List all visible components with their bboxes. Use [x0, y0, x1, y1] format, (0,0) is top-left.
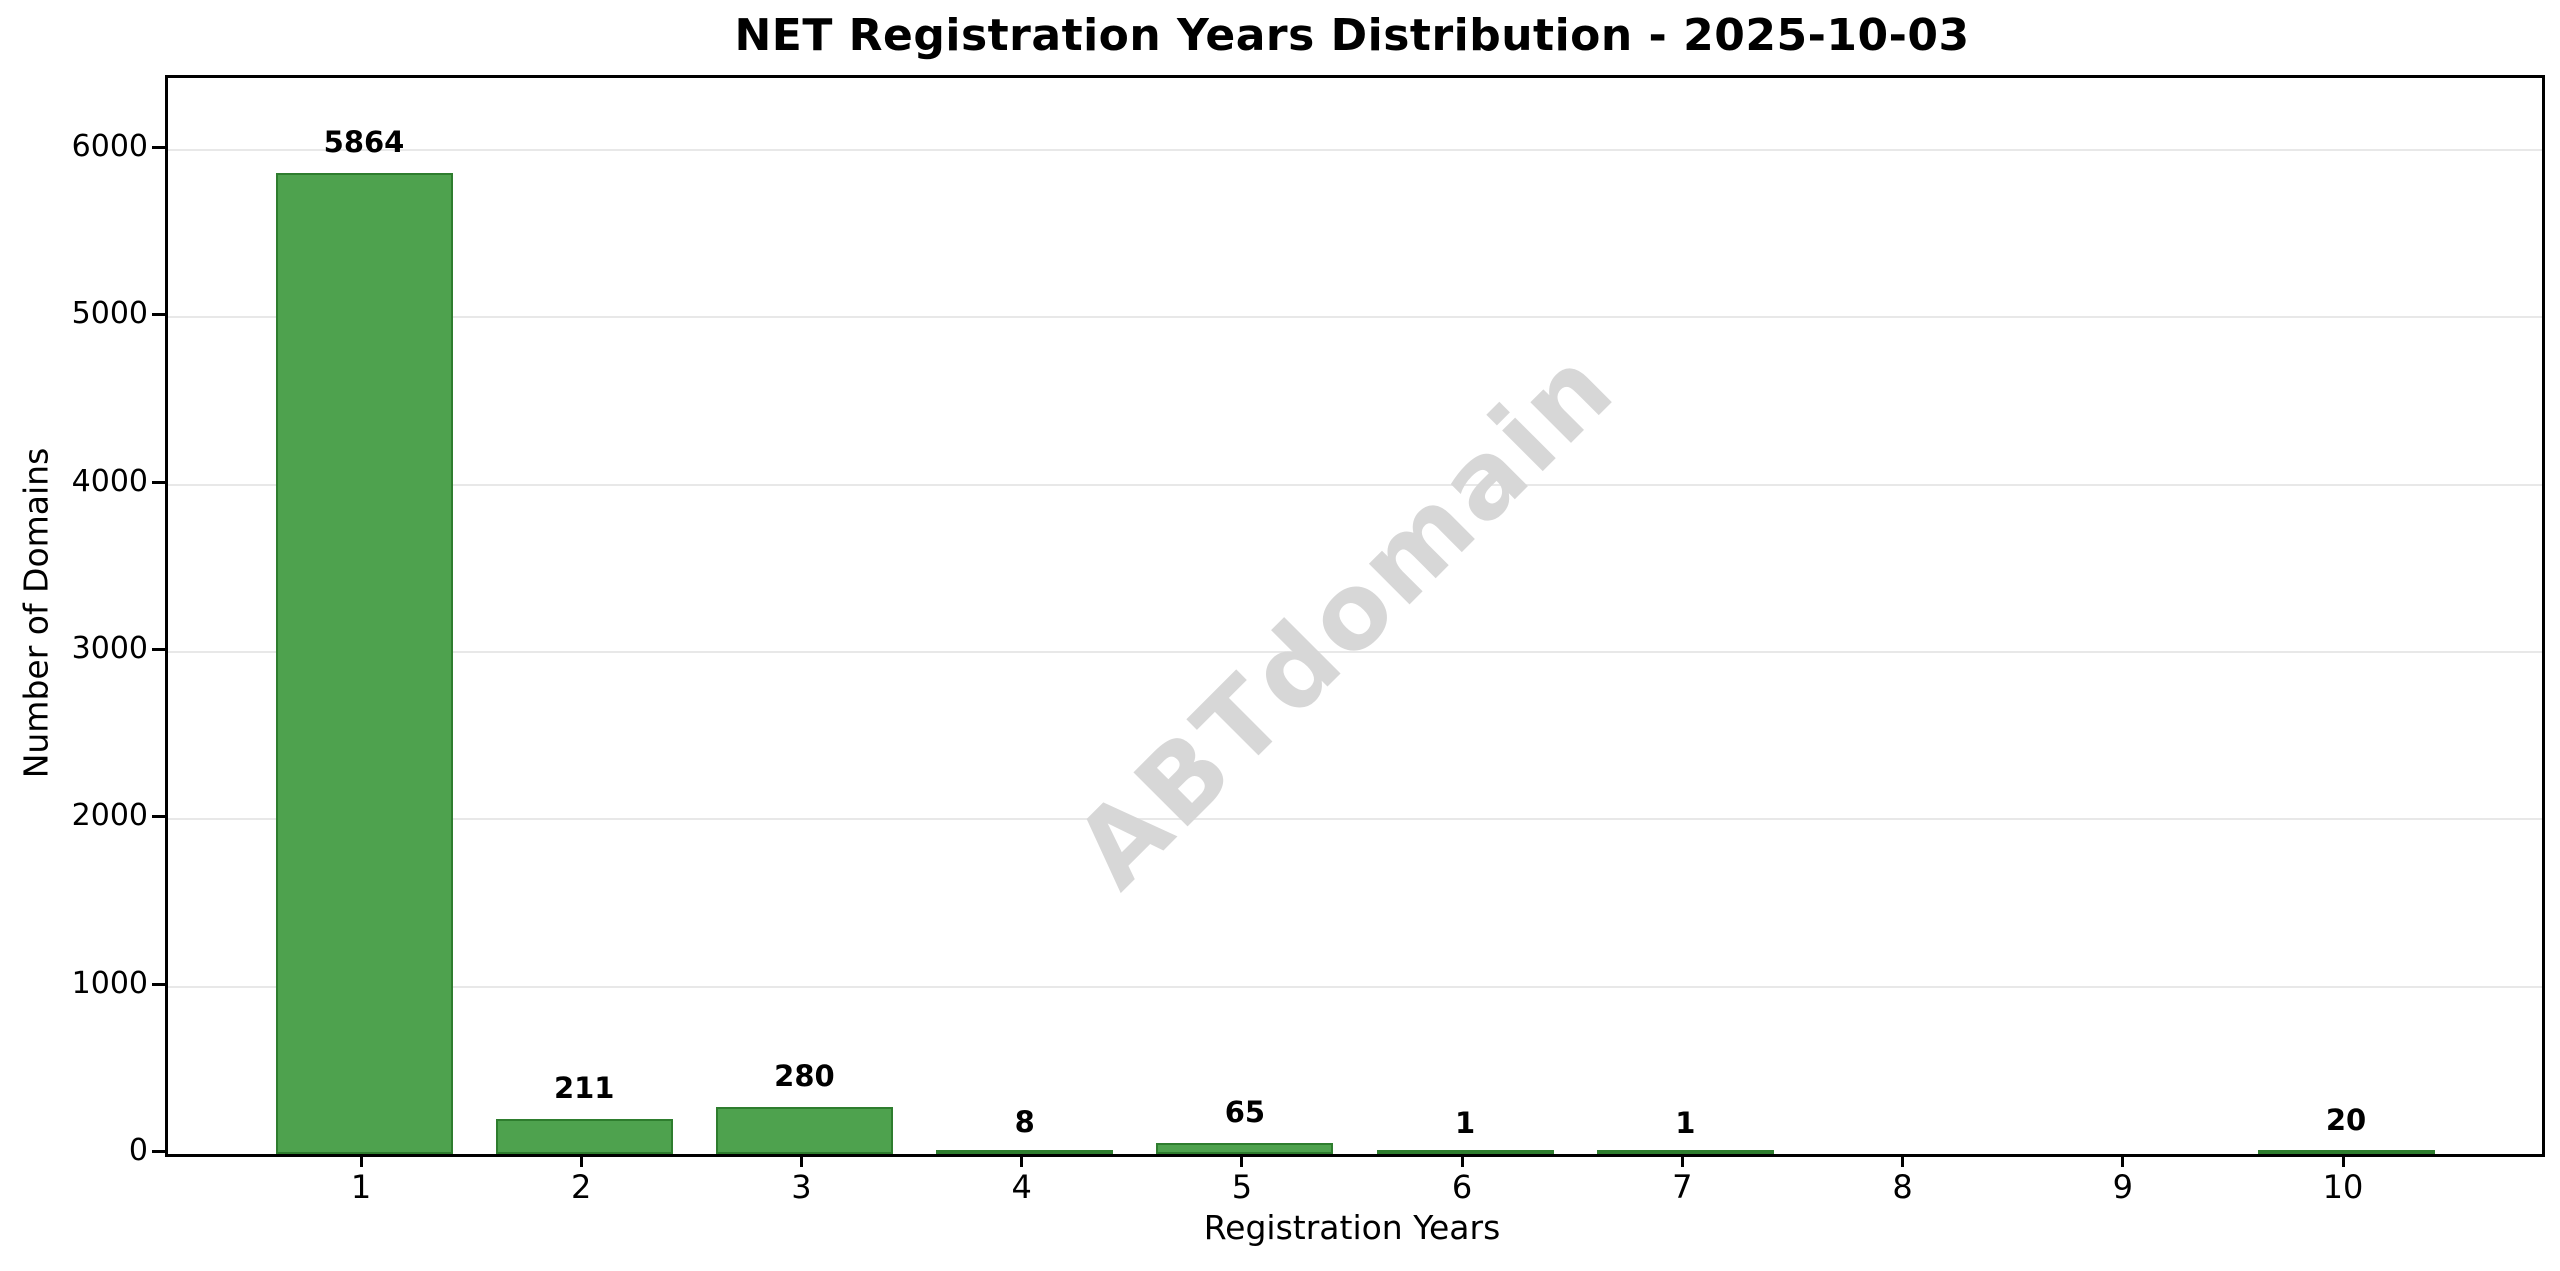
ytick-mark-1000: [152, 982, 165, 986]
xtick-label-3: 3: [791, 1168, 812, 1206]
xtick-mark-9: [2121, 1154, 2125, 1167]
ytick-mark-0: [152, 1150, 165, 1153]
xtick-label-5: 5: [1231, 1168, 1253, 1206]
ytick-mark-6000: [152, 145, 165, 149]
bar-year-4: [936, 1150, 1114, 1154]
xtick-mark-5: [1240, 1154, 1244, 1167]
ytick-mark-4000: [152, 480, 165, 484]
ytick-label-5000: 5000: [71, 296, 148, 332]
ytick-label-2000: 2000: [71, 798, 148, 834]
gridline-1000: [168, 985, 2542, 988]
bar-value-label-3: 280: [774, 1059, 835, 1094]
xtick-label-10: 10: [2322, 1168, 2364, 1206]
xtick-mark-6: [1460, 1154, 1464, 1167]
bar-value-label-7: 1: [1675, 1105, 1696, 1140]
xtick-mark-1: [359, 1154, 363, 1167]
ytick-label-6000: 6000: [71, 128, 148, 164]
bar-year-6: [1376, 1150, 1554, 1154]
xtick-label-7: 7: [1672, 1168, 1693, 1206]
xtick-mark-7: [1680, 1154, 1684, 1167]
xtick-mark-2: [579, 1154, 583, 1167]
bar-year-10: [2257, 1150, 2435, 1154]
ytick-label-4000: 4000: [71, 463, 148, 499]
bar-year-1: [275, 172, 453, 1154]
xtick-mark-3: [799, 1154, 803, 1167]
xtick-label-6: 6: [1451, 1168, 1473, 1206]
bar-year-3: [715, 1107, 893, 1154]
gridline-3000: [168, 650, 2542, 653]
xtick-label-2: 2: [571, 1168, 592, 1206]
bar-year-2: [495, 1118, 673, 1154]
bar-value-label-1: 5864: [323, 124, 405, 159]
xtick-label-4: 4: [1011, 1168, 1032, 1206]
xtick-label-9: 9: [2112, 1168, 2133, 1206]
xtick-label-8: 8: [1892, 1168, 1913, 1206]
bar-year-7: [1596, 1150, 1774, 1154]
gridline-6000: [168, 148, 2542, 151]
bar-year-5: [1156, 1143, 1334, 1154]
bar-value-label-2: 211: [553, 1070, 615, 1105]
chart-title: NET Registration Years Distribution - 20…: [734, 10, 1970, 61]
gridline-2000: [168, 818, 2542, 821]
xtick-mark-8: [1901, 1154, 1905, 1167]
ytick-mark-2000: [152, 815, 165, 819]
xtick-mark-4: [1020, 1154, 1024, 1167]
ytick-label-1000: 1000: [71, 965, 148, 1001]
x-axis-label: Registration Years: [1203, 1208, 1501, 1247]
plot-area: ABTdomain 5864 211 280 8 65 1 1 20: [165, 75, 2545, 1157]
bar-value-label-5: 65: [1224, 1095, 1266, 1130]
bar-value-label-4: 8: [1014, 1104, 1035, 1139]
gridline-5000: [168, 316, 2542, 319]
watermark-text: ABTdomain: [1051, 324, 1639, 912]
ytick-label-3000: 3000: [71, 630, 148, 666]
bar-value-label-6: 1: [1455, 1105, 1476, 1140]
ytick-mark-3000: [152, 647, 165, 651]
ytick-label-0: 0: [128, 1133, 148, 1168]
bar-value-label-10: 20: [2325, 1102, 2367, 1137]
ytick-mark-5000: [152, 313, 165, 317]
gridline-4000: [168, 483, 2542, 486]
xtick-label-1: 1: [350, 1168, 372, 1206]
y-axis-label: Number of Domains: [16, 447, 56, 779]
xtick-mark-10: [2341, 1154, 2345, 1167]
